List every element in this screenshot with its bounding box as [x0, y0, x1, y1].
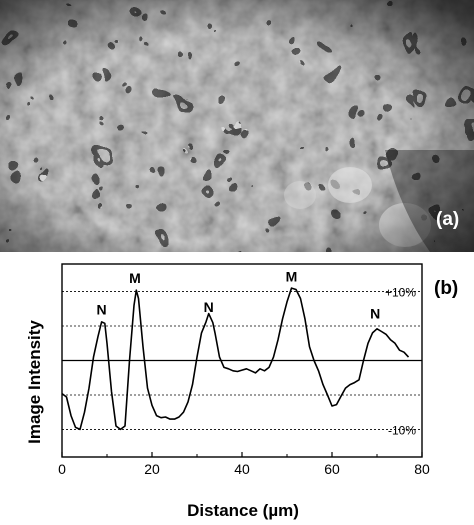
intensity-profile-chart: +10% -10% 0 20 40 60 80 N M N M N (b) Distance (µ… [25, 263, 458, 520]
intensity-profile-line [61, 287, 410, 431]
x-tick-label: 40 [234, 461, 250, 477]
y-axis-title: Image Intensity [25, 320, 44, 444]
x-tick-label: 0 [58, 461, 66, 477]
panel-b-label: (b) [434, 278, 458, 299]
peak-annotation: N [97, 302, 107, 318]
x-tick-label: 20 [144, 461, 160, 477]
reference-line-label: -10% [388, 423, 416, 437]
peak-annotation: M [286, 268, 298, 284]
x-tick-label: 60 [324, 461, 340, 477]
x-tick-label: 80 [414, 461, 430, 477]
panel-a-label: (a) [436, 209, 459, 230]
reference-line-label: +10% [385, 286, 416, 300]
x-axis-title: Distance (µm) [187, 501, 299, 520]
peak-annotation: M [129, 270, 141, 286]
micrograph-image: (a) [0, 0, 474, 252]
peak-annotation: N [370, 306, 380, 322]
peak-annotation: N [204, 299, 214, 315]
